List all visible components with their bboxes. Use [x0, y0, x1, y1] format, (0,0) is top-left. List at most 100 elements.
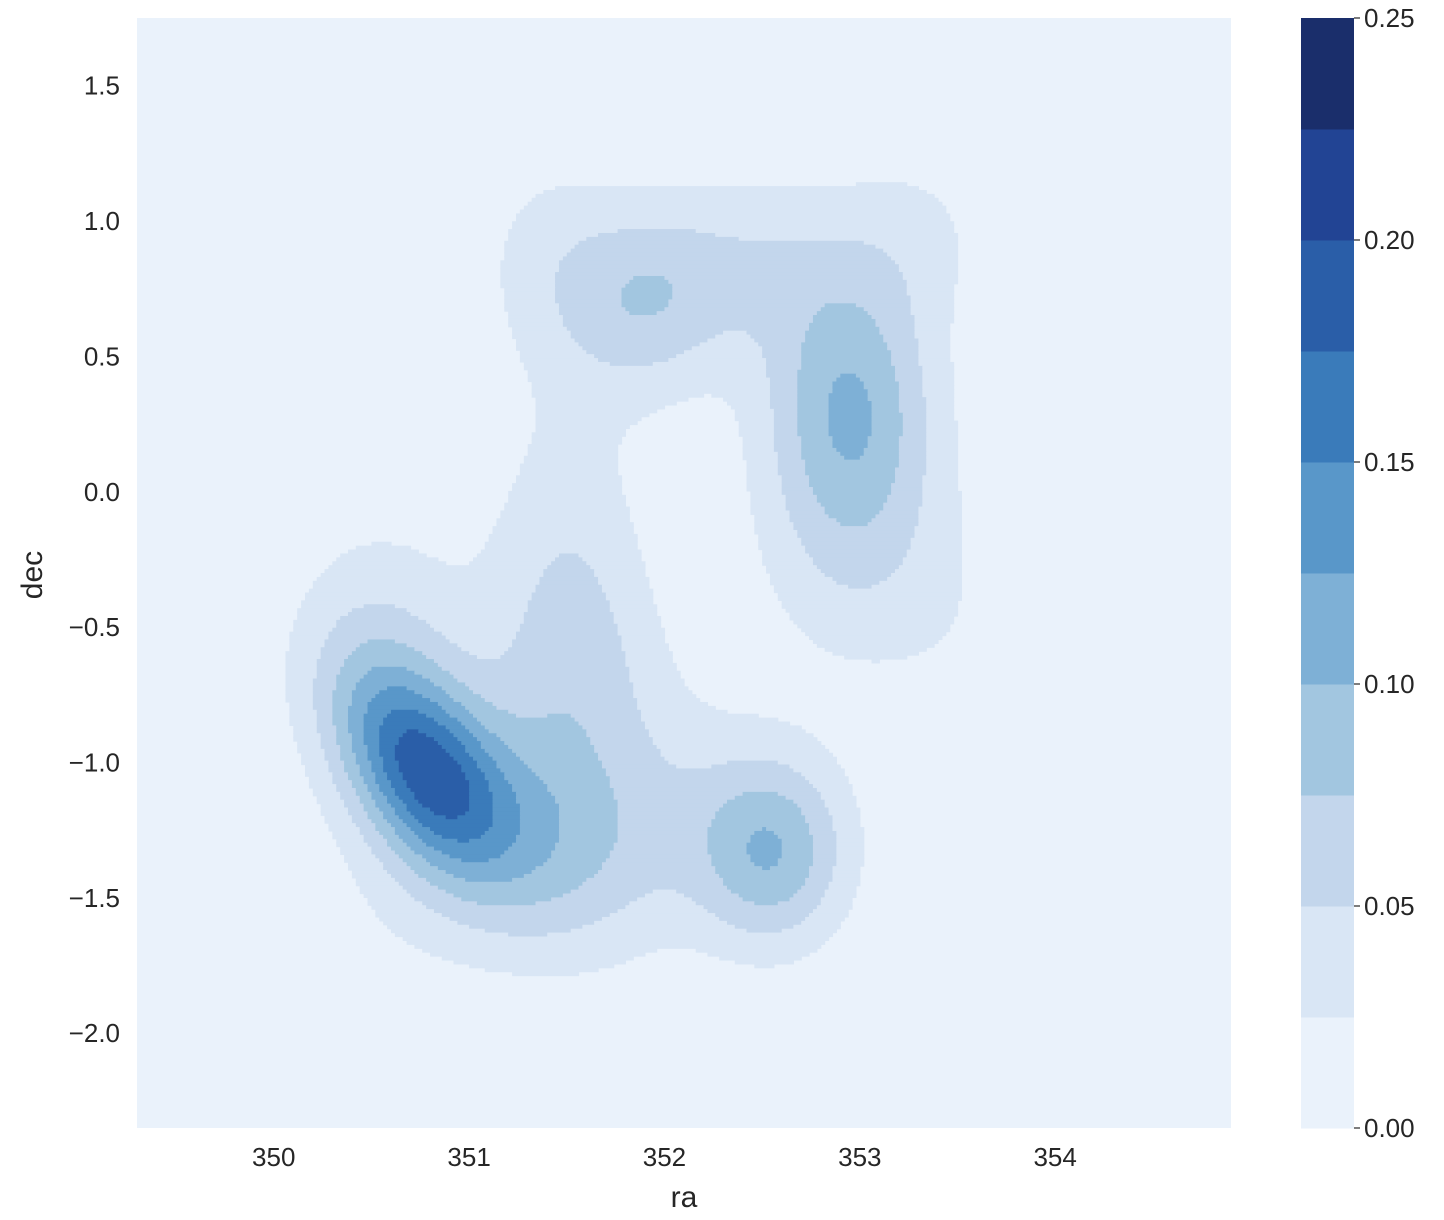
contour-cell	[809, 553, 908, 558]
contour-cell	[508, 647, 623, 652]
contour-cell	[336, 784, 353, 789]
contour-cell	[891, 490, 923, 496]
contour-cell	[441, 956, 634, 961]
contour-cell	[398, 760, 458, 766]
contour-cell	[672, 291, 908, 297]
contour-cell	[523, 873, 595, 879]
contour-cell	[527, 764, 603, 770]
contour-cell	[652, 741, 822, 746]
contour-cell	[418, 615, 525, 621]
contour-cell	[316, 674, 337, 680]
contour-cell	[301, 604, 365, 609]
contour-cell	[656, 744, 826, 750]
contour-cell	[469, 787, 490, 793]
contour-cell	[816, 565, 900, 570]
contour-cell	[484, 541, 638, 547]
contour-cell	[535, 404, 666, 410]
contour-cell	[801, 354, 892, 359]
contour-cell	[668, 279, 908, 285]
contour-cell	[344, 760, 357, 766]
contour-cell	[558, 311, 630, 316]
contour-cell	[461, 897, 552, 902]
contour-cell	[289, 713, 318, 719]
contour-cell	[375, 780, 392, 785]
y-tick-label: 0.5	[84, 341, 120, 371]
contour-cell	[504, 244, 576, 250]
contour-cell	[601, 764, 677, 770]
contour-cell	[648, 733, 814, 738]
contour-cell	[492, 795, 517, 801]
contour-cell	[558, 268, 900, 273]
contour-cell	[633, 275, 666, 281]
contour-cell	[445, 815, 458, 820]
contour-cell	[738, 428, 775, 433]
contour-cell	[351, 780, 365, 785]
contour-cell	[555, 287, 623, 293]
contour-cell	[742, 440, 775, 445]
contour-cell	[402, 776, 466, 781]
contour-cell	[398, 737, 435, 742]
contour-cell	[324, 752, 341, 758]
contour-cell	[519, 830, 560, 836]
contour-cell	[797, 432, 830, 437]
contour-cell	[578, 885, 728, 891]
contour-cell	[828, 807, 861, 813]
contour-cell	[363, 737, 380, 742]
contour-cell	[383, 760, 400, 766]
contour-cell	[828, 881, 861, 887]
contour-cell	[371, 698, 431, 703]
contour-cell	[289, 635, 330, 641]
contour-cell	[672, 283, 908, 289]
contour-cell	[535, 420, 638, 426]
contour-cell	[515, 338, 576, 343]
contour-cell	[871, 658, 880, 664]
contour-cell	[402, 858, 427, 863]
contour-cell	[797, 369, 896, 375]
contour-cell	[465, 877, 513, 883]
contour-cell	[496, 518, 630, 523]
contour-cell	[285, 690, 314, 695]
contour-cell	[285, 678, 314, 684]
contour-cell	[500, 272, 556, 277]
contour-cell	[773, 436, 802, 441]
contour-cell	[566, 326, 810, 332]
contour-cell	[367, 709, 392, 715]
contour-cell	[508, 318, 564, 324]
contour-cell	[922, 479, 959, 484]
contour-cell	[644, 721, 791, 727]
contour-cell	[367, 756, 384, 762]
contour-cell	[418, 729, 451, 734]
contour-cell	[289, 705, 314, 711]
contour-cell	[812, 490, 892, 496]
contour-cell	[512, 334, 572, 340]
contour-cell	[469, 686, 634, 691]
contour-cell	[488, 537, 638, 543]
contour-cell	[926, 420, 959, 426]
contour-cell	[777, 901, 822, 906]
contour-cell	[453, 756, 474, 762]
contour-cell	[824, 506, 884, 512]
contour-cell	[898, 459, 927, 465]
contour-cell	[566, 252, 888, 258]
contour-cell	[617, 811, 716, 816]
contour-cell	[922, 483, 959, 488]
contour-cell	[738, 420, 775, 426]
contour-cell	[500, 768, 533, 773]
contour-cell	[347, 725, 365, 730]
contour-cell	[809, 823, 834, 828]
contour-cell	[586, 733, 650, 738]
contour-cell	[453, 698, 486, 703]
contour-cell	[480, 768, 501, 773]
contour-cell	[836, 580, 880, 586]
contour-cell	[394, 791, 416, 797]
contour-cell	[328, 823, 357, 828]
contour-cell	[898, 264, 959, 269]
contour-cell	[406, 666, 443, 672]
contour-cell	[676, 354, 763, 359]
contour-cell	[558, 264, 900, 269]
contour-cell	[871, 416, 904, 422]
contour-cell	[469, 651, 505, 656]
contour-cell	[320, 737, 337, 742]
contour-cell	[461, 858, 490, 863]
contour-cell	[582, 924, 736, 930]
